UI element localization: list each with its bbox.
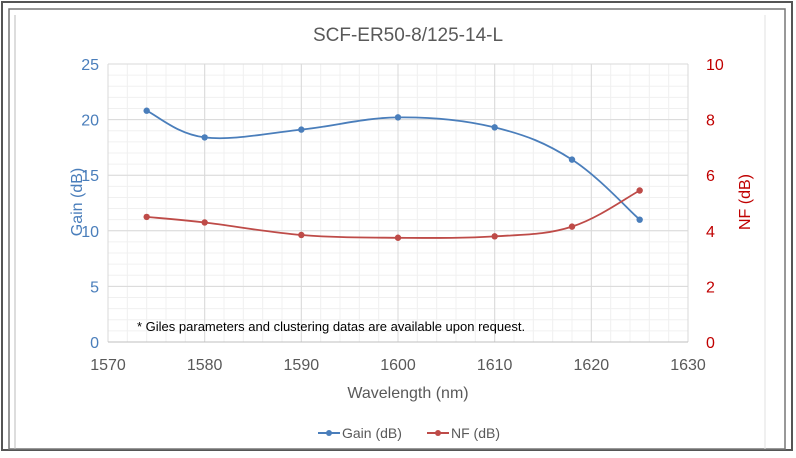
x-tick-label: 1620 bbox=[574, 357, 610, 374]
nf-data-point bbox=[298, 231, 305, 239]
x-tick-label: 1630 bbox=[670, 357, 706, 374]
y-left-tick-label: 0 bbox=[90, 335, 99, 352]
legend-item-nf[interactable]: NF (dB) bbox=[427, 425, 500, 441]
axes: 1570 1580 1590 1600 1610 1620 1630051015202502… bbox=[81, 57, 724, 374]
outer-border bbox=[1, 1, 793, 451]
x-tick-label: 1610 bbox=[477, 357, 513, 374]
y-left-tick-label: 10 bbox=[81, 224, 99, 241]
gain-data-point bbox=[201, 134, 208, 141]
y-right-tick-label: 2 bbox=[706, 279, 715, 296]
x-axis-label: Wavelength (nm) bbox=[347, 385, 468, 402]
legend-item-gain[interactable]: Gain (dB) bbox=[318, 425, 402, 441]
y-right-tick-label: 0 bbox=[706, 335, 715, 352]
x-tick-label: 1590 bbox=[284, 357, 320, 374]
y-right-tick-label: 4 bbox=[706, 224, 715, 241]
y-left-tick-label: 25 bbox=[81, 57, 99, 74]
gain-data-point bbox=[143, 107, 150, 114]
x-tick-label: 1580 bbox=[187, 357, 223, 374]
y-left-tick-label: 20 bbox=[81, 113, 99, 130]
y-right-tick-label: 10 bbox=[706, 57, 724, 74]
nf-data-point bbox=[394, 234, 402, 241]
nf-data-point bbox=[143, 213, 150, 221]
y-left-tick-label: 5 bbox=[90, 279, 99, 296]
nf-data-point bbox=[568, 223, 576, 230]
gain-data-point bbox=[636, 216, 643, 223]
gain-data-point bbox=[298, 126, 305, 133]
y-right-tick-label: 8 bbox=[706, 113, 715, 130]
legend-nf-label: NF (dB) bbox=[451, 425, 500, 441]
inner-border bbox=[8, 8, 786, 450]
y-left-axis-label: Gain (dB) bbox=[69, 168, 86, 236]
legend-gain-marker bbox=[326, 430, 332, 436]
chart-title: SCF-ER50-8/125-14-L bbox=[313, 25, 503, 46]
y-left-tick-label: 15 bbox=[81, 168, 99, 185]
nf-data-point bbox=[636, 187, 643, 194]
legend-gain-label: Gain (dB) bbox=[342, 425, 402, 441]
x-tick-label: 1600 bbox=[380, 357, 416, 374]
x-tick-label: 1570 bbox=[90, 357, 126, 374]
legend: Gain (dB) NF (dB) bbox=[318, 425, 500, 441]
annotation-note: * Giles parameters and clustering datas … bbox=[137, 319, 525, 334]
gain-data-point bbox=[568, 156, 576, 163]
gain-data-point bbox=[394, 114, 402, 121]
gain-data-point bbox=[491, 124, 498, 131]
y-right-axis-label: NF (dB) bbox=[737, 174, 754, 230]
nf-data-point bbox=[201, 219, 208, 226]
series-layer bbox=[143, 107, 643, 241]
nf-data-point bbox=[491, 233, 498, 240]
legend-nf-marker bbox=[435, 430, 441, 436]
y-right-tick-label: 6 bbox=[706, 168, 715, 185]
